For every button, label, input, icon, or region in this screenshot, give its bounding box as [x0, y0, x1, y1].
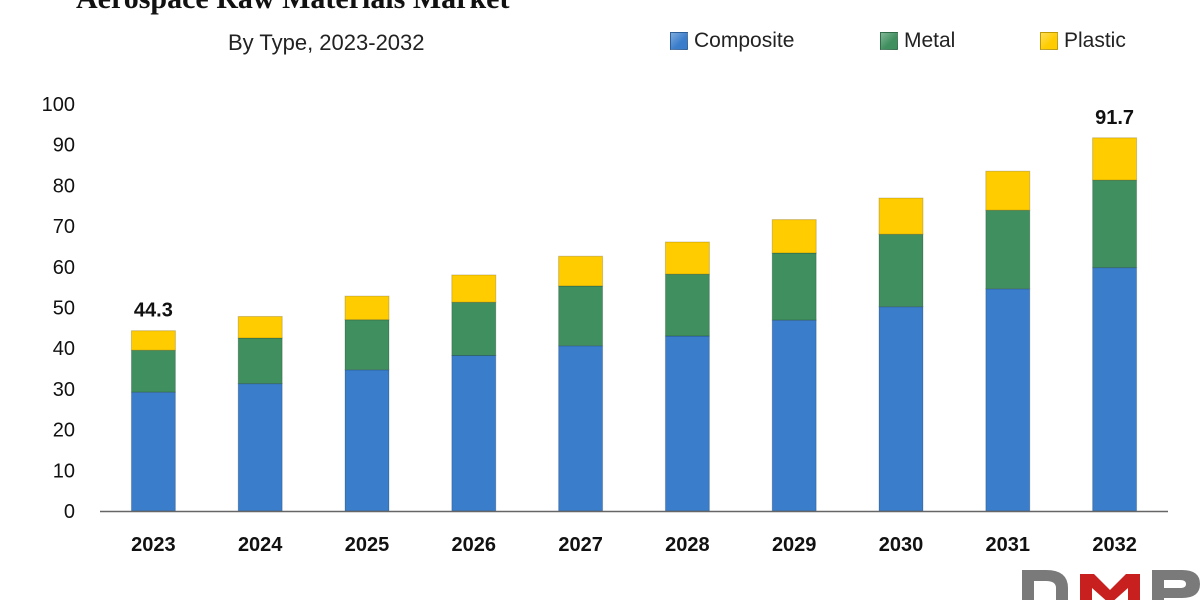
brand-logo: [1022, 570, 1200, 600]
x-tick-label: 2028: [665, 534, 710, 556]
bar-segment-plastic-2029: [771, 219, 817, 254]
x-tick-label: 2031: [986, 534, 1031, 556]
bar-segment-composite-2027: [558, 345, 604, 512]
bar-segment-composite-2030: [878, 306, 924, 512]
bar-segment-composite-2028: [664, 335, 710, 512]
bar-segment-metal-2027: [558, 285, 604, 347]
bar-segment-plastic-2030: [878, 197, 924, 235]
legend-swatch-metal: [880, 32, 898, 50]
bar-segment-composite-2032: [1092, 267, 1138, 512]
data-label: 91.7: [1095, 107, 1134, 129]
x-tick-label: 2024: [238, 534, 283, 556]
chart-subtitle: By Type, 2023-2032: [228, 30, 425, 55]
legend-label-plastic: Plastic: [1064, 29, 1126, 52]
bar-segment-metal-2028: [664, 273, 710, 337]
y-tick-label: 80: [53, 175, 75, 197]
bar-segment-plastic-2025: [344, 295, 390, 321]
y-tick-label: 10: [53, 460, 75, 482]
x-tick-label: 2023: [131, 534, 176, 556]
bar-segment-metal-2026: [451, 301, 497, 357]
legend-item-composite: Composite: [670, 29, 794, 53]
y-tick-label: 70: [53, 216, 75, 238]
bar-segment-plastic-2026: [451, 274, 497, 303]
y-tick-label: 90: [53, 135, 75, 157]
legend-item-plastic: Plastic: [1040, 29, 1126, 53]
y-tick-label: 0: [64, 501, 75, 523]
x-tick-label: 2029: [772, 534, 817, 556]
bar-segment-plastic-2031: [985, 170, 1031, 211]
bar-segment-metal-2025: [344, 319, 390, 371]
y-tick-label: 50: [53, 298, 75, 320]
bar-segment-composite-2023: [130, 391, 176, 512]
y-tick-label: 30: [53, 379, 75, 401]
x-tick-label: 2027: [558, 534, 603, 556]
bar-segment-metal-2029: [771, 252, 817, 321]
legend-label-metal: Metal: [904, 29, 956, 52]
bar-segment-composite-2025: [344, 369, 390, 512]
legend: Composite Metal Plastic: [0, 29, 1200, 55]
bar-segment-plastic-2032: [1092, 137, 1138, 181]
legend-swatch-plastic: [1040, 32, 1058, 50]
bar-segment-plastic-2023: [130, 330, 176, 351]
y-tick-label: 20: [53, 420, 75, 442]
bar-segment-composite-2031: [985, 288, 1031, 512]
y-tick-label: 60: [53, 257, 75, 279]
chart-title: Aerospace Raw Materials Market: [76, 0, 509, 16]
legend-label-composite: Composite: [694, 29, 795, 52]
bar-segment-composite-2029: [771, 319, 817, 512]
bar-segment-metal-2023: [130, 349, 176, 393]
bar-segment-composite-2026: [451, 355, 497, 512]
bar-segment-composite-2024: [237, 383, 283, 512]
bar-segment-plastic-2024: [237, 315, 283, 339]
bar-segment-metal-2030: [878, 233, 924, 308]
x-tick-label: 2025: [345, 534, 390, 556]
bar-segment-metal-2032: [1092, 179, 1138, 269]
x-tick-label: 2026: [452, 534, 497, 556]
legend-swatch-composite: [670, 32, 688, 50]
y-tick-label: 100: [42, 94, 75, 116]
x-tick-label: 2032: [1092, 534, 1137, 556]
bar-segment-metal-2031: [985, 209, 1031, 290]
legend-item-metal: Metal: [880, 29, 955, 53]
bar-segment-plastic-2027: [558, 255, 604, 287]
y-tick-label: 40: [53, 338, 75, 360]
bar-segment-plastic-2028: [664, 241, 710, 275]
data-label: 44.3: [134, 300, 173, 322]
bar-segment-metal-2024: [237, 337, 283, 385]
x-tick-label: 2030: [879, 534, 924, 556]
